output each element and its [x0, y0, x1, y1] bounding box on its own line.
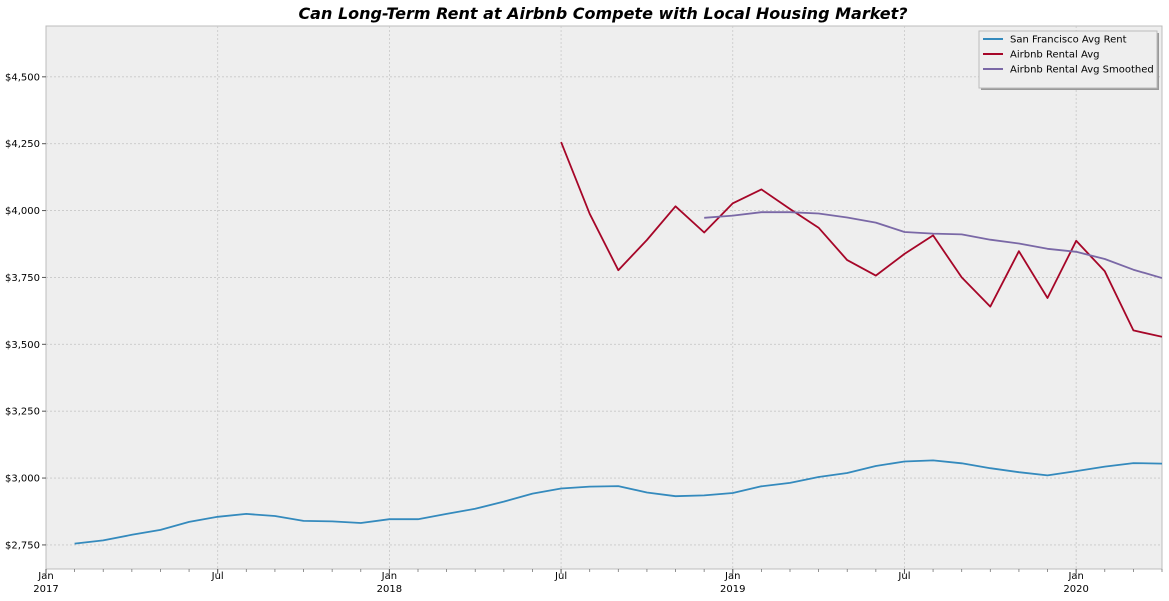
series-line-airbnb-rental-avg — [560, 141, 1162, 338]
x-tick-label: Jul — [554, 571, 567, 582]
chart-title: Can Long-Term Rent at Airbnb Compete wit… — [298, 4, 907, 23]
series-line-san-francisco-avg-rent — [74, 459, 1162, 545]
series-line-airbnb-rental-avg-smoothed — [704, 211, 1162, 279]
plot-area — [45, 25, 1163, 570]
y-tick-label: $3,250 — [5, 407, 40, 418]
x-tick-label: Jan — [724, 571, 740, 582]
x-tick-label: Jul — [897, 571, 910, 582]
series-lines — [74, 141, 1162, 545]
x-tick-label: Jan — [1067, 571, 1083, 582]
x-tick-year-label: 2019 — [720, 584, 745, 595]
legend-label: Airbnb Rental Avg Smoothed — [1010, 65, 1154, 76]
y-tick-label: $4,000 — [5, 206, 40, 217]
y-tick-label: $2,750 — [5, 540, 40, 551]
x-tick-year-label: 2020 — [1063, 584, 1088, 595]
axes: $2,750 $3,000 $3,250 $3,500 $3,750 $4,000 $4,2… — [5, 72, 1163, 595]
x-tick-label: Jan — [37, 571, 53, 582]
x-tick-label: Jan — [381, 571, 397, 582]
x-tick-year-label: 2017 — [33, 584, 58, 595]
y-tick-label: $4,500 — [5, 72, 40, 83]
x-tick-label: Jul — [211, 571, 224, 582]
grid — [46, 26, 1162, 569]
legend-box — [978, 30, 1158, 89]
x-tick-year-label: 2018 — [377, 584, 402, 595]
legend-label: San Francisco Avg Rent — [1010, 35, 1127, 46]
legend-label: Airbnb Rental Avg — [1010, 50, 1099, 61]
y-tick-label: $3,750 — [5, 273, 40, 284]
y-tick-label: $3,000 — [5, 474, 40, 485]
y-tick-label: $3,500 — [5, 340, 40, 351]
y-tick-label: $4,250 — [5, 139, 40, 150]
legend: San Francisco Avg Rent Airbnb Rental Avg A… — [978, 30, 1159, 90]
